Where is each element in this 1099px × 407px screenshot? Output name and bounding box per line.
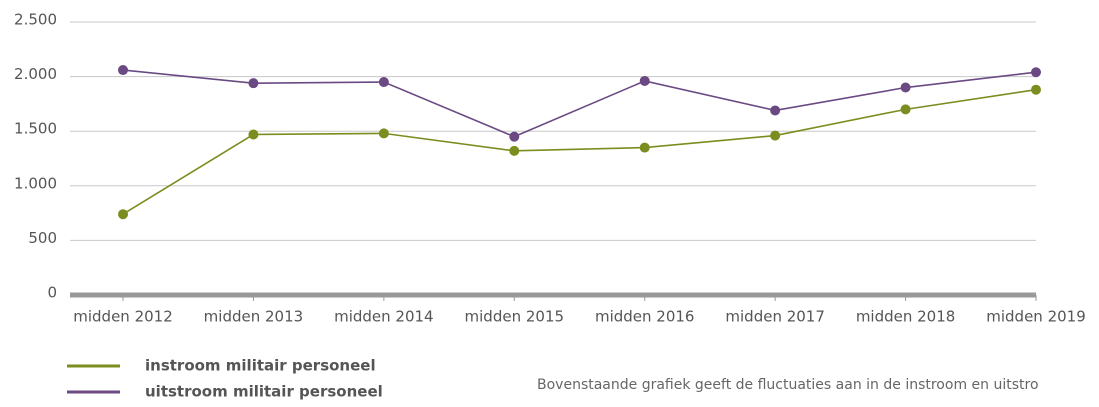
data-point <box>118 209 128 220</box>
legend-label: uitstroom militair personeel <box>145 383 383 401</box>
y-tick-label: 1.000 <box>14 174 57 192</box>
data-point <box>770 105 781 116</box>
data-point <box>1031 84 1041 95</box>
data-point <box>1031 67 1041 78</box>
data-point <box>900 82 911 93</box>
y-tick-label: 1.500 <box>14 120 57 138</box>
x-tick-label: midden 2013 <box>204 308 304 326</box>
x-tick-label: midden 2018 <box>856 308 956 326</box>
x-tick-label: midden 2017 <box>725 308 825 326</box>
x-tick-label: midden 2014 <box>334 308 434 326</box>
series-line <box>122 88 1037 215</box>
x-tick-label: midden 2019 <box>986 308 1086 326</box>
data-point <box>509 131 520 142</box>
caption: Bovenstaande grafiek geeft de fluctuatie… <box>537 377 1039 393</box>
data-point <box>770 130 781 141</box>
data-point <box>900 104 911 115</box>
data-point <box>639 142 650 153</box>
x-tick-label: midden 2015 <box>465 308 565 326</box>
y-tick-label: 500 <box>28 229 57 247</box>
x-tick-label: midden 2012 <box>73 308 173 326</box>
series-line <box>122 69 1037 138</box>
x-tick-label: midden 2016 <box>595 308 695 326</box>
data-point <box>118 65 128 76</box>
y-tick-label: 2.500 <box>14 11 57 29</box>
data-point <box>248 129 259 140</box>
data-point <box>639 75 650 86</box>
legend-label: instroom militair personeel <box>145 357 376 375</box>
data-point <box>248 78 259 89</box>
data-point <box>378 128 389 139</box>
data-point <box>509 145 520 156</box>
data-point <box>378 77 389 88</box>
y-tick-label: 0 <box>47 284 57 302</box>
y-tick-label: 2.000 <box>14 65 57 83</box>
